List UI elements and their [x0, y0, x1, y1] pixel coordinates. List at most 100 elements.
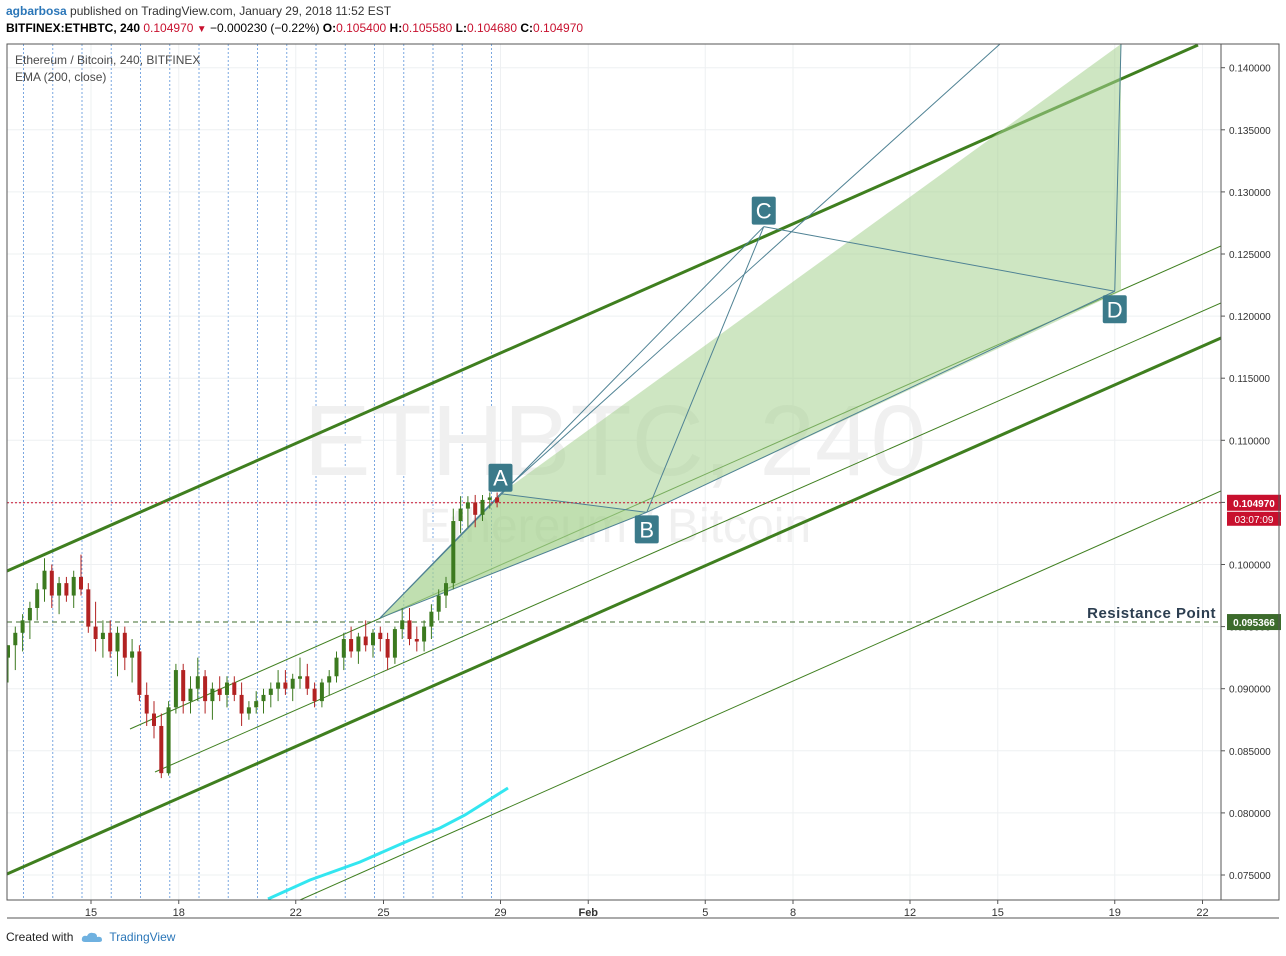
- candle-body: [232, 682, 237, 695]
- x-tick-label: 29: [494, 907, 506, 919]
- candle-body: [414, 639, 419, 642]
- footer: Created with TradingView: [6, 930, 175, 944]
- pattern-label-c: C: [756, 199, 772, 224]
- y-tick-label: 0.085000: [1229, 747, 1271, 758]
- candle-body: [305, 676, 310, 689]
- last-price: 0.104970: [143, 21, 194, 35]
- pattern-line: [646, 290, 1115, 513]
- candle-body: [7, 645, 10, 658]
- x-tick-label: 15: [992, 907, 1004, 919]
- countdown-badge-bg: [1227, 511, 1281, 526]
- candle-body: [217, 688, 222, 695]
- legend: Ethereum / Bitcoin, 240, BITFINEX EMA (2…: [15, 53, 200, 84]
- candle-body: [436, 595, 441, 612]
- candle-body: [334, 657, 339, 677]
- x-tick-label: 19: [1109, 907, 1121, 919]
- candle-body: [254, 701, 259, 708]
- channel-inner-line: [299, 490, 1221, 900]
- candle-body: [283, 682, 288, 689]
- pattern-line: [379, 511, 647, 619]
- pattern-label-d: D: [1107, 297, 1123, 322]
- candle-body: [444, 583, 448, 596]
- axes: 0.140000 0.135000 0.130000 0.125000 0.120000…: [6, 43, 1281, 919]
- candle-body: [319, 682, 324, 702]
- candle-body: [137, 651, 142, 695]
- y-tick-label: 0.110000: [1229, 436, 1270, 447]
- ohlc-header: BITFINEX:ETHBTC, 240 0.104970 ▼ −0.00023…: [6, 21, 583, 35]
- pattern-line: [763, 226, 1115, 292]
- candle-body: [210, 688, 215, 702]
- candle-body: [195, 676, 200, 689]
- last-price-badge: 0.104970: [1233, 499, 1275, 510]
- y-tick-label: 0.120000: [1229, 312, 1271, 323]
- candle-body: [144, 694, 149, 714]
- candle-body: [108, 632, 113, 652]
- candle-body: [49, 570, 54, 596]
- candle-body: [152, 713, 156, 726]
- ema-200-line: [267, 786, 509, 900]
- grid: [7, 44, 1221, 900]
- candle-body: [86, 589, 91, 627]
- x-tick-label: 18: [173, 907, 185, 919]
- candle-body: [451, 521, 456, 584]
- candle-body: [458, 508, 463, 522]
- y-tick-label: 0.115000: [1229, 374, 1270, 385]
- resistance-label: Resistance Point: [1087, 605, 1216, 622]
- candle-body: [100, 632, 105, 640]
- close-label: C:: [520, 21, 534, 35]
- pattern-line: [500, 44, 1001, 495]
- candle-body: [356, 636, 361, 652]
- resistance-price-badge: 0.095366: [1233, 618, 1275, 629]
- candle-body: [312, 688, 317, 702]
- price-axis-border: [1220, 43, 1280, 901]
- candle-body: [268, 688, 273, 695]
- candle-body: [246, 707, 251, 714]
- candle-body: [27, 607, 32, 621]
- candle-body: [71, 576, 76, 596]
- countdown-badge: 03:07:09: [1235, 515, 1274, 526]
- candle-body: [203, 676, 208, 702]
- candle-body: [371, 632, 375, 646]
- y-tick-label: 0.075000: [1229, 871, 1271, 882]
- tradingview-link[interactable]: TradingView: [109, 930, 176, 944]
- pattern-label-d-bg: [1102, 295, 1127, 324]
- candle-body: [429, 611, 434, 627]
- candle-body: [276, 682, 281, 689]
- x-tick-label: 22: [290, 907, 302, 919]
- last-price-badge-bg: [1227, 494, 1281, 511]
- x-tick-label: 25: [377, 907, 389, 919]
- candle-body: [225, 682, 229, 695]
- open-value: 0.105400: [336, 21, 387, 35]
- candle-body: [130, 651, 135, 658]
- candle-body: [115, 632, 120, 652]
- x-tick-label: 5: [702, 907, 708, 919]
- candle-body: [473, 502, 478, 515]
- candle-body: [407, 620, 412, 640]
- down-triangle-icon: ▼: [196, 24, 207, 35]
- published-text: published on TradingView.com, January 29…: [70, 4, 392, 18]
- x-tick-label: Feb: [578, 907, 598, 919]
- pattern-label-c-bg: [751, 196, 776, 225]
- change-value: −0.000230 (−0.22%): [210, 21, 320, 35]
- channel-inner-line: [154, 302, 1221, 773]
- candle-body: [400, 620, 405, 630]
- y-tick-label: 0.090000: [1229, 685, 1271, 696]
- candle-body: [35, 589, 40, 608]
- candle-body: [487, 497, 492, 500]
- ema-line: [267, 786, 509, 900]
- candle-body: [13, 632, 18, 646]
- y-tick-label: 0.100000: [1229, 561, 1271, 572]
- candle-body: [480, 499, 485, 515]
- low-value: 0.104680: [466, 21, 517, 35]
- legend-indicator: EMA (200, close): [15, 70, 106, 84]
- candle-body: [327, 676, 332, 683]
- candle-body: [166, 707, 171, 774]
- candle-body: [64, 583, 69, 596]
- author-link[interactable]: agbarbosa: [6, 4, 67, 18]
- low-label: L:: [455, 21, 467, 35]
- symbol-label: BITFINEX:ETHBTC, 240: [6, 21, 141, 35]
- candle-body: [363, 636, 368, 646]
- candle-body: [20, 620, 25, 633]
- x-tick-label: 15: [85, 907, 97, 919]
- high-value: 0.105580: [402, 21, 453, 35]
